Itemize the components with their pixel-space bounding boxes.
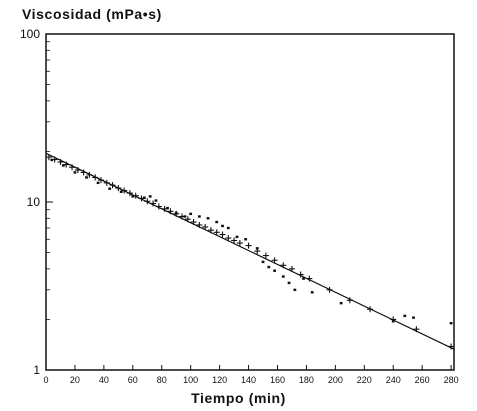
dot-point [267, 265, 271, 269]
plus-point [288, 265, 295, 272]
plus-point [219, 231, 226, 238]
dot-point [412, 316, 415, 319]
dot-point [215, 220, 219, 224]
dot-point [131, 195, 135, 198]
plus-point [115, 185, 122, 192]
plus-point [306, 275, 313, 282]
plus-point [202, 223, 209, 230]
dot-point [281, 275, 285, 278]
x-tick-label: 60 [128, 375, 138, 385]
dot-point [73, 171, 77, 174]
x-tick-label: 240 [386, 375, 401, 385]
plus-point [109, 182, 116, 189]
plus-point [155, 203, 162, 210]
dot-point [403, 314, 407, 318]
dot-point [197, 215, 201, 218]
x-tick-label: 80 [157, 375, 167, 385]
plus-point [326, 286, 333, 293]
dot-point [189, 212, 193, 216]
plus-point [448, 343, 455, 350]
plus-point [190, 219, 197, 226]
plus-point [97, 177, 104, 184]
plus-point [144, 198, 151, 205]
dot-point [273, 269, 276, 272]
dot-point [206, 217, 210, 220]
dot-point [310, 291, 314, 294]
dot-point [154, 199, 158, 202]
x-tick-label: 0 [43, 375, 48, 385]
plus-point [236, 240, 243, 247]
dot-point [293, 288, 297, 292]
plus-point [262, 252, 269, 259]
x-tick-label: 20 [70, 375, 80, 385]
dot-point [287, 281, 291, 285]
dot-point [142, 196, 146, 199]
plus-point [367, 306, 374, 313]
plus-point [297, 271, 304, 278]
plus-point [150, 200, 157, 207]
x-axis-label: Tiempo (min) [191, 390, 286, 406]
plus-point [57, 159, 64, 166]
x-tick-label: 280 [444, 375, 459, 385]
dot-point [449, 321, 453, 325]
y-tick-label: 1 [33, 363, 40, 377]
plus-point [413, 326, 420, 333]
plus-point [80, 169, 87, 176]
dot-point [108, 187, 112, 190]
plus-point [167, 208, 174, 215]
dot-point [148, 195, 152, 198]
plus-point [184, 216, 191, 223]
dot-point [221, 224, 224, 228]
plus-point [74, 167, 81, 174]
regression-line [45, 152, 455, 350]
plus-point [346, 297, 353, 304]
plus-point [86, 171, 93, 178]
dot-point [339, 301, 343, 305]
dot-point [50, 158, 54, 162]
x-tick-label: 220 [357, 375, 372, 385]
plus-point [225, 235, 232, 242]
dot-point [255, 247, 259, 250]
plus-point [196, 221, 203, 228]
plus-point [45, 154, 52, 161]
plus-point [207, 227, 214, 234]
x-tick-label: 160 [270, 375, 285, 385]
dot-point [85, 176, 88, 179]
plus-point [103, 179, 110, 186]
x-tick-label: 100 [183, 375, 198, 385]
plus-point [69, 164, 76, 171]
dot-point [391, 320, 395, 323]
dot-point [261, 260, 265, 264]
y-tick-label: 10 [27, 195, 41, 209]
plus-point [271, 257, 278, 264]
dot-point [302, 277, 305, 280]
dot-point [119, 190, 123, 194]
dot-point [235, 235, 239, 239]
plus-point [92, 174, 99, 181]
y-tick-label: 100 [20, 27, 40, 41]
dot-point [226, 226, 230, 230]
dot-point [166, 206, 169, 210]
x-tick-label: 120 [212, 375, 227, 385]
dot-point [183, 215, 187, 218]
plus-point [280, 262, 287, 269]
dot-point [244, 238, 248, 241]
x-tick-label: 200 [328, 375, 343, 385]
plus-point [126, 190, 133, 197]
chart-title: Viscosidad (mPa•s) [22, 6, 162, 22]
x-tick-label: 140 [241, 375, 256, 385]
plus-point [245, 242, 252, 249]
dot-point [174, 211, 178, 215]
x-tick-label: 180 [299, 375, 314, 385]
plus-point [231, 237, 238, 244]
x-tick-label: 40 [99, 375, 109, 385]
dot-point [96, 181, 100, 185]
dot-point [61, 164, 65, 167]
plus-point [121, 187, 128, 194]
plus-point [213, 229, 220, 236]
x-tick-label: 260 [415, 375, 430, 385]
